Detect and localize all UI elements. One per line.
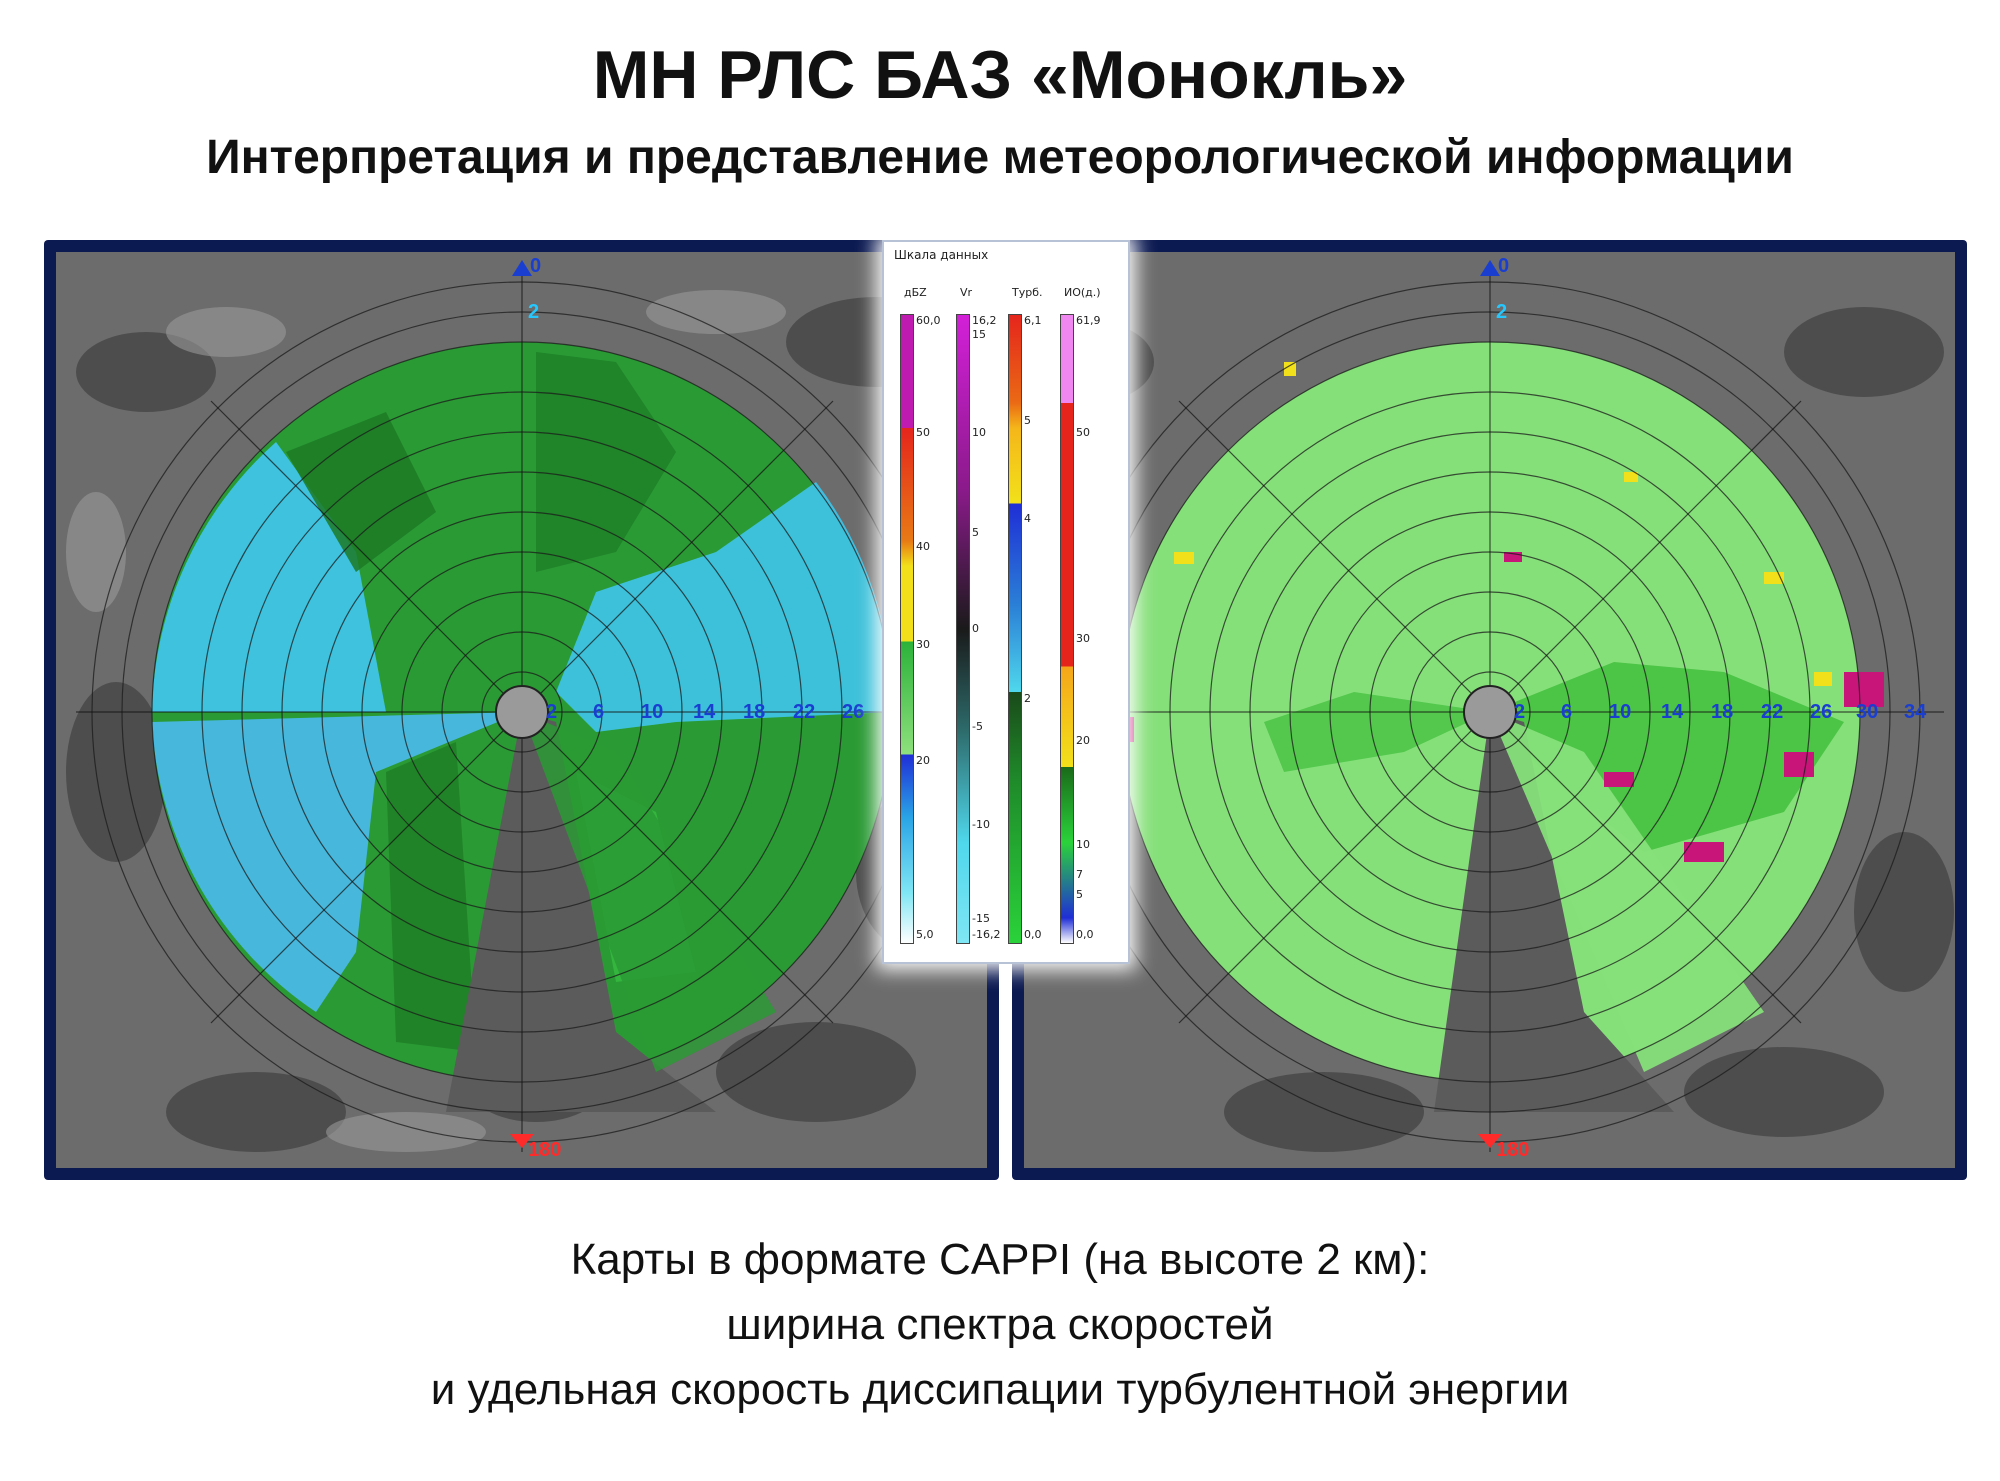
scale-tick: 50 [1076, 426, 1090, 439]
scale-tick: 50 [916, 426, 930, 439]
slide-subtitle: Интерпретация и представление метеоролог… [206, 131, 1794, 184]
scale-tick: 40 [916, 540, 930, 553]
scale-tick: 20 [916, 754, 930, 767]
scale-tick: 0 [972, 622, 979, 635]
scale-tick: 15 [972, 328, 986, 341]
scale-tick: 10 [972, 426, 986, 439]
scale-title: Шкала данных [894, 248, 989, 262]
radar-site-marker [495, 685, 549, 739]
echo-zone-cyan-east [556, 482, 893, 732]
echo-zone-cyan-west [152, 442, 522, 712]
range-label: 30 [1856, 701, 1878, 723]
scale-tick: 2 [1024, 692, 1031, 705]
echo-zone-green-east [1490, 662, 1844, 852]
scale-tick: 30 [1076, 632, 1090, 645]
scale-column-header: Турб. [1012, 286, 1043, 299]
scale-tick: 16,2 [972, 314, 997, 327]
scale-tick: -15 [972, 912, 990, 925]
range-label: 14 [693, 701, 716, 723]
scale-tick: -10 [972, 818, 990, 831]
scale-tick: 5 [1076, 888, 1083, 901]
echo-zone-southeast-band [522, 712, 776, 1072]
scale-tick: 30 [916, 638, 930, 651]
scale-tick: 20 [1076, 734, 1090, 747]
range-label: 22 [793, 701, 815, 723]
top-range-label: 2 [528, 301, 539, 323]
scale-tick: 4 [1024, 512, 1031, 525]
io-color-bar [1060, 314, 1074, 944]
data-scale-legend: Шкала данных дБZ Vr Турб. ИО(д.) 60,0 50… [882, 240, 1130, 964]
south-marker-icon [1478, 1134, 1502, 1148]
range-label: 26 [1810, 701, 1832, 723]
scale-tick: 6,1 [1024, 314, 1042, 327]
range-label: 14 [1661, 701, 1684, 723]
echo-zone-dark-green-south [386, 742, 476, 1052]
scale-tick: 5 [972, 526, 979, 539]
scale-column-header: ИО(д.) [1064, 286, 1101, 299]
caption-line-1: Карты в формате CAPPI (на высоте 2 км): [570, 1235, 1430, 1284]
south-label: 180 [528, 1139, 561, 1161]
scale-tick: -16,2 [972, 928, 1001, 941]
range-label: 34 [1904, 701, 1927, 723]
range-labels: 2 6 10 14 18 22 26 30 34 [1514, 701, 1927, 723]
scale-column-header: дБZ [904, 286, 927, 299]
echo-zone-dark-green-north [536, 352, 676, 572]
right-radar-map-panel: 0 2 180 2 6 10 14 18 22 26 30 34 [1012, 240, 1967, 1180]
scale-tick: -5 [972, 720, 983, 733]
range-label: 18 [743, 701, 765, 723]
range-label: 18 [1711, 701, 1733, 723]
south-label: 180 [1496, 1139, 1529, 1161]
turbulence-color-bar [1008, 314, 1022, 944]
north-label: 0 [530, 255, 541, 277]
range-label: 26 [842, 701, 864, 723]
scale-tick: 7 [1076, 868, 1083, 881]
vr-color-bar [956, 314, 970, 944]
north-label: 0 [1498, 255, 1509, 277]
left-radar-map-panel: 0 2 180 2 6 10 14 18 22 26 [44, 240, 999, 1180]
echo-zone-dark-green-northwest [286, 412, 436, 572]
range-label: 2 [1514, 701, 1525, 723]
scale-tick: 0,0 [1024, 928, 1042, 941]
scale-tick: 0,0 [1076, 928, 1094, 941]
radar-shadow-sector [1434, 712, 1674, 1112]
range-label: 10 [641, 701, 663, 723]
caption-line-3: и удельная скорость диссипации турбулент… [430, 1365, 1570, 1414]
radar-site-marker [1463, 685, 1517, 739]
slide-title: МН РЛС БАЗ «Монокль» [592, 37, 1408, 113]
range-label: 22 [1761, 701, 1783, 723]
left-radar-map: 0 2 180 2 6 10 14 18 22 26 [56, 252, 987, 1168]
north-marker-icon [512, 260, 532, 276]
scale-tick: 10 [1076, 838, 1090, 851]
echo-zone-cyan-southwest [152, 712, 522, 1012]
range-label: 10 [1609, 701, 1631, 723]
range-labels: 2 6 10 14 18 22 26 [546, 701, 864, 723]
north-marker-icon [1480, 260, 1500, 276]
right-radar-map: 0 2 180 2 6 10 14 18 22 26 30 34 [1024, 252, 1955, 1168]
scale-tick: 60,0 [916, 314, 941, 327]
scale-tick: 5,0 [916, 928, 934, 941]
south-marker-icon [510, 1134, 534, 1148]
range-label: 6 [593, 701, 604, 723]
scale-column-header: Vr [960, 286, 973, 299]
top-range-label: 2 [1496, 301, 1507, 323]
echo-zone-southeast-band [1490, 712, 1764, 1072]
range-label: 6 [1561, 701, 1572, 723]
radar-shadow-sector [446, 712, 716, 1112]
range-label: 2 [546, 701, 557, 723]
scale-tick: 61,9 [1076, 314, 1101, 327]
scale-tick: 5 [1024, 414, 1031, 427]
caption-line-2: ширина спектра скоростей [726, 1300, 1274, 1349]
dbz-color-bar [900, 314, 914, 944]
